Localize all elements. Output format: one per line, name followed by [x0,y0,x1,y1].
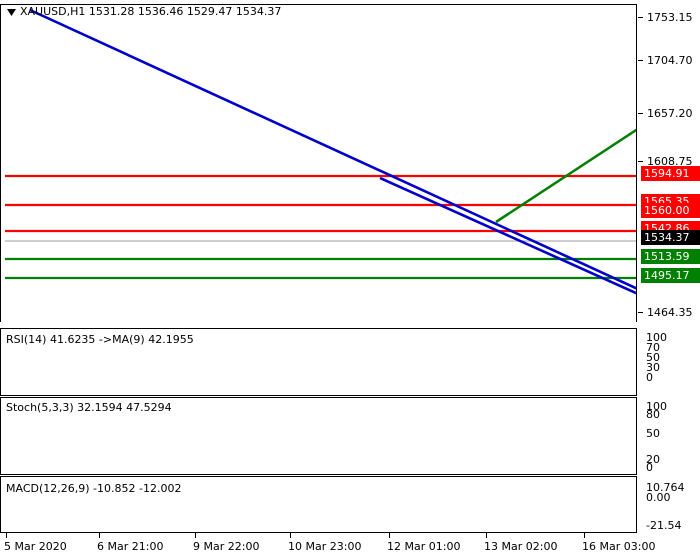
price-level-tag[interactable]: 1560.00 [641,203,700,218]
indicator-tick-label: 30 [646,361,660,374]
price-tick-mark [638,113,643,114]
main-plot-group [5,8,636,295]
price-tick-mark [638,312,643,313]
indicator-tick-label: 20 [646,453,660,466]
trendline-ascending-support [495,128,636,224]
price-chart-panel[interactable] [0,4,637,322]
macd-title: MACD(12,26,9) -10.852 -12.002 [6,483,181,495]
macd-title-label: MACD(12,26,9) -10.852 -12.002 [6,482,182,495]
time-tick-label: 5 Mar 2020 [4,540,67,553]
price-tick-mark [638,17,643,18]
price-tick-mark [638,60,643,61]
trendline-upper-descending-channel [29,8,636,290]
price-tick-label: 1608.75 [647,155,693,168]
price-tick-mark [638,161,643,162]
time-tick-label: 6 Mar 21:00 [97,540,164,553]
indicator-tick-label: 0.00 [646,491,671,504]
time-tick-label: 10 Mar 23:00 [288,540,362,553]
price-tick-label: 1753.15 [647,11,693,24]
macd-panel[interactable] [0,476,637,533]
trendline-lower-descending-channel [379,176,636,295]
price-level-tag[interactable]: 1534.37 [641,230,700,245]
time-tick-label: 9 Mar 22:00 [193,540,260,553]
stochastic-title-label: Stoch(5,3,3) 32.1594 47.5294 [6,401,172,414]
indicator-tick-label: 100 [646,331,667,344]
price-level-tag[interactable]: 1513.59 [641,249,700,264]
indicator-tick-label: 100 [646,400,667,413]
rsi-title-label: RSI(14) 41.6235 ->MA(9) 42.1955 [6,333,194,346]
stochastic-panel[interactable] [0,397,637,475]
trendlines-group [29,8,636,295]
indicator-tick-label: 50 [646,427,660,440]
rsi-title: RSI(14) 41.6235 ->MA(9) 42.1955 [6,334,194,346]
rsi-panel[interactable] [0,328,637,396]
time-tick-mark [584,533,585,538]
time-tick-mark [195,533,196,538]
chart-symbol-label: XAUUSD,H1 1531.28 1536.46 1529.47 1534.3… [20,5,282,18]
indicator-tick-label: 70 [646,341,660,354]
time-tick-mark [99,533,100,538]
time-tick-mark [290,533,291,538]
time-tick-label: 13 Mar 02:00 [484,540,558,553]
time-tick-mark [389,533,390,538]
indicator-tick-label: 0 [646,461,653,474]
stochastic-title: Stoch(5,3,3) 32.1594 47.5294 [6,402,172,414]
price-tick-label: 1704.70 [647,54,693,67]
time-tick-label: 12 Mar 01:00 [387,540,461,553]
time-tick-label: 16 Mar 03:00 [582,540,656,553]
price-tick-label: 1657.20 [647,107,693,120]
indicator-tick-label: -21.54 [646,519,682,532]
price-level-tag[interactable]: 1594.91 [641,166,700,181]
indicator-tick-label: 80 [646,408,660,421]
horizontal-levels-group [5,174,636,280]
time-tick-mark [486,533,487,538]
indicator-tick-label: 50 [646,351,660,364]
chart-symbol-header: XAUUSD,H1 1531.28 1536.46 1529.47 1534.3… [20,6,281,18]
price-level-tag[interactable]: 1495.17 [641,268,700,283]
indicator-tick-label: 0 [646,371,653,384]
price-tick-label: 1464.35 [647,306,693,319]
time-tick-mark [6,533,7,538]
indicator-tick-label: 10.764 [646,481,685,494]
